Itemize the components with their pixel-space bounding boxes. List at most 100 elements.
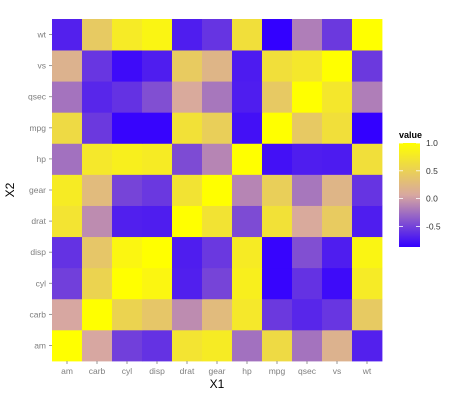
heatmap-cell-gear-gear [202,174,233,206]
heatmap-cell-carb-disp [82,236,113,269]
heatmap-cell-wt-qsec [352,81,383,113]
heatmap-cell-qsec-gear [292,174,323,206]
heatmap-cell-wt-cyl [352,267,383,300]
heatmap-cell-gear-qsec [202,81,233,113]
heatmap-cell-qsec-cyl [292,267,323,300]
heatmap-cell-mpg-cyl [262,267,293,300]
heatmap-cell-drat-vs [172,50,203,82]
heatmap-cell-carb-vs [82,50,113,82]
heatmap-cell-mpg-wt [262,19,293,51]
legend-ticks: 1.0 0.5 0.0 -0.5 [399,138,441,231]
heatmap-cell-am-cyl [52,267,83,300]
y-axis: am carb cyl disp drat gear hp mpg qsec vs wt [28,30,52,350]
heatmap-cell-cyl-mpg [112,112,143,144]
heatmap-cell-drat-disp [172,236,203,269]
heatmap-cell-gear-wt [202,19,233,51]
heatmap-cell-gear-vs [202,50,233,82]
x-axis: am carb cyl disp drat gear hp mpg qsec vs wt [61,361,372,376]
heatmap-cell-disp-qsec [142,81,173,113]
legend-label: 0.0 [426,194,438,204]
heatmap-cell-hp-drat [232,205,263,238]
heatmap-cell-mpg-gear [262,174,293,206]
heatmap-cell-carb-cyl [82,267,113,300]
heatmap-cell-am-mpg [52,112,83,144]
heatmap-cell-am-disp [52,236,83,269]
heatmap-cell-vs-vs [322,50,353,82]
heatmap-cell-hp-vs [232,50,263,82]
heatmap-cell-vs-mpg [322,112,353,144]
heatmap-cell-mpg-hp [262,143,293,175]
legend-colorbar [399,143,420,247]
heatmap-cell-gear-hp [202,143,233,175]
heatmap-cell-vs-gear [322,174,353,206]
heatmap-cell-gear-am [202,329,233,362]
y-tick-label-am: am [34,340,46,350]
x-tick-label-am: am [61,366,73,376]
heatmap-cell-hp-cyl [232,267,263,300]
x-tick-label-qsec: qsec [298,366,317,376]
heatmap-cell-carb-drat [82,205,113,238]
x-tick-label-gear: gear [208,366,225,376]
x-tick-label-cyl: cyl [122,366,133,376]
y-tick-label-mpg: mpg [29,123,46,133]
heatmap-cell-am-am [52,329,83,362]
heatmap-cell-mpg-mpg [262,112,293,144]
heatmap-cell-cyl-am [112,329,143,362]
heatmap-cell-disp-mpg [142,112,173,144]
heatmap-cell-carb-qsec [82,81,113,113]
y-tick-label-carb: carb [29,309,46,319]
y-tick-label-qsec: qsec [28,92,47,102]
heatmap-cell-gear-drat [202,205,233,238]
heatmap-cell-drat-am [172,329,203,362]
x-tick-label-drat: drat [180,366,195,376]
heatmap-cell-am-drat [52,205,83,238]
heatmap-cell-drat-qsec [172,81,203,113]
y-tick-label-drat: drat [31,216,46,226]
heatmap-cell-drat-cyl [172,267,203,300]
heatmap-cell-wt-am [352,329,383,362]
heatmap-cell-vs-wt [322,19,353,51]
heatmap-cell-vs-cyl [322,267,353,300]
heatmap-cell-mpg-carb [262,298,293,331]
heatmap-cell-vs-hp [322,143,353,175]
heatmap-cell-carb-gear [82,174,113,206]
legend-label: 1.0 [426,138,438,148]
heatmap-cell-am-wt [52,19,83,51]
heatmap-cell-vs-am [322,329,353,362]
legend: value 1.0 0.5 0.0 -0.5 [399,130,441,247]
heatmap-cell-hp-hp [232,143,263,175]
heatmap-cell-mpg-disp [262,236,293,269]
heatmap-cell-qsec-qsec [292,81,323,113]
heatmap-cell-wt-carb [352,298,383,331]
heatmap-cell-cyl-disp [112,236,143,269]
y-tick-label-disp: disp [30,247,46,257]
heatmap-cell-am-qsec [52,81,83,113]
heatmap-cell-cyl-cyl [112,267,143,300]
heatmap-cell-hp-am [232,329,263,362]
heatmap-cell-vs-disp [322,236,353,269]
y-tick-label-wt: wt [37,30,47,40]
heatmap-cell-drat-hp [172,143,203,175]
x-tick-label-disp: disp [149,366,165,376]
x-tick-label-wt: wt [362,366,372,376]
heatmap-cell-carb-hp [82,143,113,175]
heatmap-cell-carb-am [82,329,113,362]
y-axis-title: X2 [3,182,17,197]
heatmap-cell-vs-drat [322,205,353,238]
heatmap-cell-wt-hp [352,143,383,175]
heatmap-cell-qsec-carb [292,298,323,331]
heatmap-cell-wt-gear [352,174,383,206]
heatmap-cell-mpg-qsec [262,81,293,113]
heatmap-cell-mpg-am [262,329,293,362]
heatmap-cell-disp-carb [142,298,173,331]
legend-label: -0.5 [426,221,441,231]
x-tick-label-vs: vs [333,366,342,376]
heatmap-cell-cyl-carb [112,298,143,331]
heatmap-cell-cyl-qsec [112,81,143,113]
heatmap-cell-gear-mpg [202,112,233,144]
heatmap-cell-gear-disp [202,236,233,269]
heatmap-cell-disp-hp [142,143,173,175]
heatmap-cell-wt-mpg [352,112,383,144]
